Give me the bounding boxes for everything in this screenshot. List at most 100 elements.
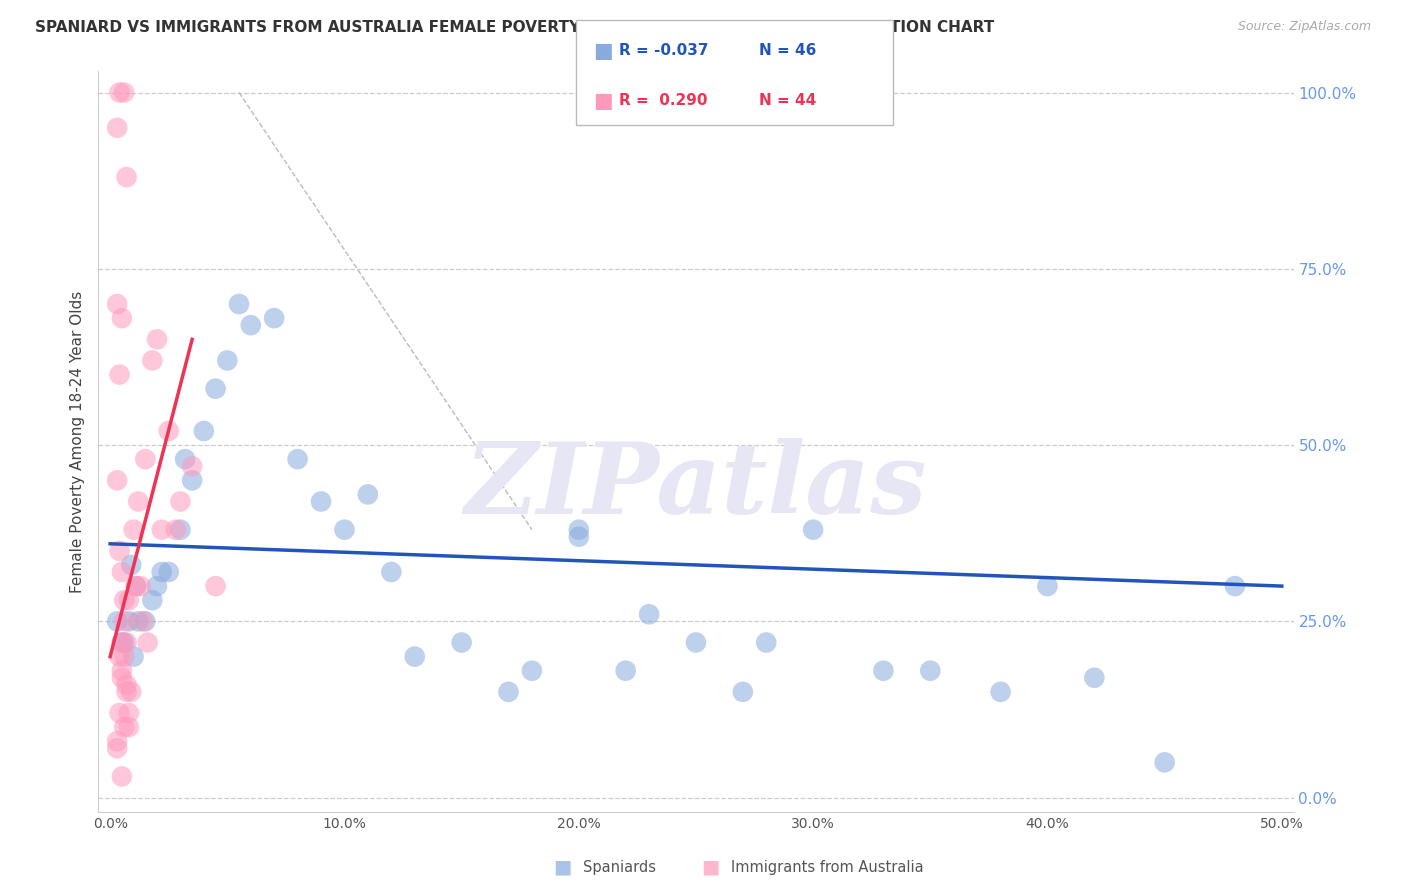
Point: [111, 565, 134, 579]
Point: [111, 671, 134, 685]
Point: [920, 664, 942, 678]
Point: [169, 494, 191, 508]
Point: [132, 615, 155, 629]
Point: [1083, 671, 1105, 685]
Point: [239, 318, 262, 333]
Point: [112, 649, 135, 664]
Point: [333, 523, 356, 537]
Point: [134, 615, 156, 629]
Point: [105, 473, 128, 487]
Point: [115, 678, 138, 692]
Point: [990, 685, 1012, 699]
Point: [115, 170, 138, 185]
Point: [685, 635, 707, 649]
Point: [141, 353, 163, 368]
Point: [115, 685, 138, 699]
Point: [125, 579, 148, 593]
Point: [120, 558, 142, 572]
Point: [228, 297, 250, 311]
Point: [112, 86, 135, 100]
Text: N = 46: N = 46: [759, 44, 817, 58]
Point: [108, 368, 131, 382]
Point: [638, 607, 661, 622]
Point: [112, 635, 135, 649]
Point: [118, 615, 141, 629]
Point: [112, 720, 135, 734]
Point: [118, 720, 141, 734]
Point: [193, 424, 215, 438]
Point: [174, 452, 197, 467]
Point: [127, 615, 149, 629]
Point: [127, 494, 149, 508]
Point: [108, 649, 131, 664]
Point: [105, 741, 128, 756]
Point: [111, 311, 134, 326]
Text: ■: ■: [593, 91, 613, 111]
Point: [568, 523, 591, 537]
Point: [108, 86, 131, 100]
Point: [614, 664, 637, 678]
Point: [108, 544, 131, 558]
Text: Source: ZipAtlas.com: Source: ZipAtlas.com: [1237, 20, 1371, 33]
Point: [181, 473, 204, 487]
Point: [136, 635, 159, 649]
Point: [568, 530, 591, 544]
Point: [872, 664, 894, 678]
Point: [118, 593, 141, 607]
Point: [204, 579, 226, 593]
Point: [129, 579, 152, 593]
Text: ■: ■: [700, 857, 720, 877]
Point: [115, 635, 138, 649]
Text: SPANIARD VS IMMIGRANTS FROM AUSTRALIA FEMALE POVERTY AMONG 18-24 YEAR OLDS CORRE: SPANIARD VS IMMIGRANTS FROM AUSTRALIA FE…: [35, 20, 994, 35]
Point: [111, 769, 134, 783]
Text: ZIPatlas: ZIPatlas: [465, 438, 927, 534]
Point: [287, 452, 309, 467]
Point: [731, 685, 754, 699]
Y-axis label: Female Poverty Among 18-24 Year Olds: Female Poverty Among 18-24 Year Olds: [70, 291, 86, 592]
Point: [404, 649, 426, 664]
Point: [263, 311, 285, 326]
Point: [1036, 579, 1059, 593]
Point: [165, 523, 187, 537]
Point: [118, 706, 141, 720]
Point: [157, 565, 180, 579]
Text: ■: ■: [553, 857, 572, 877]
Point: [111, 635, 134, 649]
Point: [141, 593, 163, 607]
Point: [357, 487, 380, 501]
Point: [1223, 579, 1246, 593]
Point: [111, 635, 134, 649]
Text: N = 44: N = 44: [759, 94, 817, 108]
Point: [169, 523, 191, 537]
Point: [146, 579, 169, 593]
Point: [801, 523, 824, 537]
Point: [755, 635, 778, 649]
Point: [150, 565, 173, 579]
Point: [105, 615, 128, 629]
Point: [125, 579, 148, 593]
Point: [105, 297, 128, 311]
Point: [134, 452, 156, 467]
Text: Spaniards: Spaniards: [583, 860, 657, 874]
Point: [108, 706, 131, 720]
Point: [309, 494, 332, 508]
Point: [380, 565, 402, 579]
Point: [1153, 756, 1175, 770]
Text: R =  0.290: R = 0.290: [619, 94, 707, 108]
Text: ■: ■: [593, 41, 613, 61]
Point: [520, 664, 543, 678]
Point: [122, 649, 145, 664]
Point: [112, 615, 135, 629]
Text: R = -0.037: R = -0.037: [619, 44, 709, 58]
Point: [111, 664, 134, 678]
Point: [105, 120, 128, 135]
Point: [157, 424, 180, 438]
Point: [450, 635, 472, 649]
Point: [498, 685, 520, 699]
Point: [122, 523, 145, 537]
Point: [105, 734, 128, 748]
Point: [120, 685, 142, 699]
Point: [146, 332, 169, 346]
Point: [204, 382, 226, 396]
Point: [150, 523, 173, 537]
